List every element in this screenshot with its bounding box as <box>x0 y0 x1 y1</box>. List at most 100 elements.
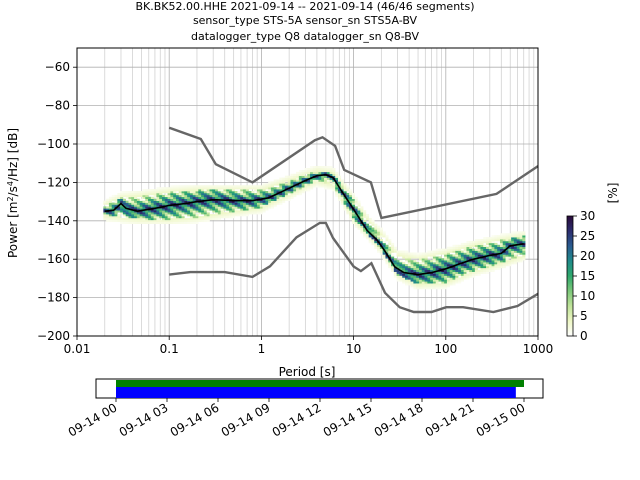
density-cell <box>296 191 300 194</box>
density-cell <box>399 254 403 257</box>
density-cell <box>162 216 166 219</box>
density-cell <box>402 281 406 284</box>
density-cell <box>178 191 182 194</box>
density-cell <box>444 250 448 253</box>
density-cell <box>424 254 428 257</box>
density-cell <box>374 229 378 232</box>
density-cell <box>206 194 210 198</box>
density-cell <box>458 258 462 261</box>
density-cell <box>201 204 205 207</box>
density-cell <box>201 212 205 215</box>
density-cell <box>198 191 202 194</box>
density-cell <box>469 273 473 276</box>
density-cell <box>516 250 520 253</box>
density-cell <box>298 187 302 190</box>
density-cell <box>472 254 476 257</box>
density-cell <box>181 214 185 217</box>
density-cell <box>248 206 252 209</box>
density-cell <box>245 214 249 217</box>
density-cell <box>139 217 143 221</box>
density-cell <box>231 204 235 207</box>
density-cell <box>206 192 210 196</box>
density-cell <box>265 192 269 196</box>
density-cell <box>499 260 504 263</box>
density-cell <box>150 206 154 209</box>
density-cell <box>284 196 288 200</box>
density-cell <box>156 221 160 224</box>
density-cell <box>106 217 110 221</box>
density-cell <box>198 187 202 190</box>
x-axis-ticks: 0.01 0.1 1 10 100 1000 <box>64 336 553 356</box>
density-cell <box>332 171 336 175</box>
density-cell <box>432 269 437 272</box>
density-cell <box>145 198 149 201</box>
density-cell <box>136 212 140 215</box>
density-cell <box>125 192 129 196</box>
density-cell <box>237 212 241 215</box>
density-cell <box>170 208 174 211</box>
density-cell <box>430 281 434 284</box>
density-cell <box>273 189 277 192</box>
density-cell <box>368 235 372 238</box>
density-cell <box>139 204 143 207</box>
density-cell <box>377 227 381 230</box>
density-cell <box>167 212 171 215</box>
density-cell <box>237 194 241 198</box>
colorbar-gradient <box>566 215 574 337</box>
density-cell <box>259 200 263 203</box>
density-cell <box>399 264 403 267</box>
density-cell <box>136 202 140 205</box>
density-cell <box>452 271 456 274</box>
density-cell <box>463 242 467 246</box>
density-cell <box>508 239 512 242</box>
density-cell <box>265 208 269 211</box>
density-cell <box>304 185 308 188</box>
density-cell <box>220 192 224 196</box>
density-cell <box>502 260 506 263</box>
density-cell <box>449 260 453 263</box>
density-cell <box>120 191 124 194</box>
density-cell <box>505 250 509 253</box>
density-cell <box>463 256 467 259</box>
density-cell <box>203 202 207 205</box>
density-cell <box>136 198 140 201</box>
density-cell <box>396 273 400 276</box>
density-cell <box>463 244 467 248</box>
density-cell <box>108 198 113 201</box>
density-cell <box>290 175 294 178</box>
density-cell <box>159 187 163 190</box>
density-cell <box>111 206 115 209</box>
density-cell <box>262 208 266 211</box>
density-cell <box>474 267 478 271</box>
density-cell <box>449 250 453 253</box>
density-cell <box>279 198 283 201</box>
density-cell <box>276 191 280 194</box>
density-cell <box>167 200 171 203</box>
density-cell <box>374 244 378 248</box>
density-cell <box>301 175 305 178</box>
density-cell <box>189 217 194 221</box>
density-cell <box>209 189 213 192</box>
density-cell <box>254 185 258 188</box>
density-cell <box>340 194 344 198</box>
density-cell <box>435 273 439 276</box>
density-cell <box>455 269 459 272</box>
density-cell <box>382 235 386 238</box>
density-cell <box>315 169 319 173</box>
density-cell <box>427 281 431 284</box>
density-cell <box>486 237 490 240</box>
density-cell <box>363 235 367 238</box>
density-cell <box>175 200 180 203</box>
density-cell <box>444 281 448 284</box>
density-cell <box>148 216 152 219</box>
density-cell <box>497 237 501 240</box>
density-cell <box>312 166 316 169</box>
density-cell <box>360 231 364 234</box>
density-cell <box>164 214 168 217</box>
density-cell <box>201 198 205 201</box>
density-cell <box>432 277 437 280</box>
density-cell <box>474 242 478 246</box>
density-cell <box>379 242 383 246</box>
density-cell <box>229 204 233 207</box>
density-cell <box>357 214 361 217</box>
